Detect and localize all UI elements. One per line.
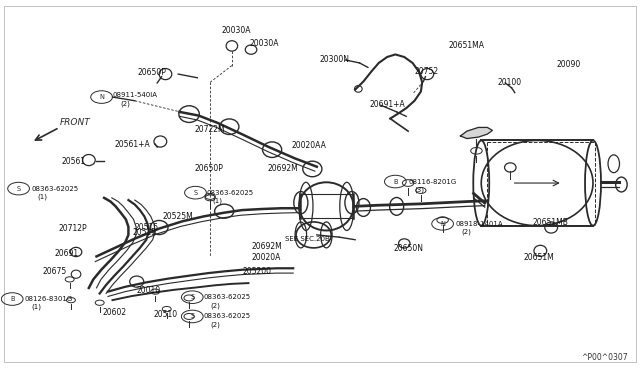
Text: ^P00^0307: ^P00^0307 (581, 353, 628, 362)
Text: (2): (2) (210, 302, 220, 309)
Text: 20752: 20752 (415, 67, 438, 76)
Text: (1): (1) (38, 194, 48, 201)
Text: 08363-62025: 08363-62025 (31, 186, 79, 192)
Text: 20650P: 20650P (194, 164, 223, 173)
Text: (1): (1) (31, 304, 42, 311)
Text: 20675: 20675 (42, 267, 67, 276)
Text: 20692M: 20692M (268, 164, 298, 173)
Text: B: B (393, 179, 397, 185)
Text: 20561+A: 20561+A (115, 140, 150, 149)
Text: S: S (17, 186, 20, 192)
Text: 08126-8301G: 08126-8301G (25, 296, 73, 302)
Text: 20010: 20010 (136, 286, 160, 295)
Text: 20100: 20100 (497, 78, 522, 87)
Text: (2): (2) (462, 229, 472, 235)
Text: B: B (10, 296, 15, 302)
Text: 20602: 20602 (103, 308, 127, 317)
Text: 20722M: 20722M (194, 125, 225, 134)
Text: (1): (1) (212, 198, 223, 204)
Text: 20691+A: 20691+A (370, 100, 406, 109)
Text: 20030A: 20030A (221, 26, 250, 35)
Text: S: S (193, 190, 198, 196)
Polygon shape (461, 128, 492, 138)
Text: (2): (2) (121, 100, 131, 107)
Text: 20651MA: 20651MA (449, 41, 485, 51)
Text: 20691: 20691 (55, 249, 79, 258)
Text: 20020A: 20020A (251, 253, 280, 262)
Text: 20650N: 20650N (394, 244, 424, 253)
Text: S: S (190, 294, 195, 300)
Text: 20300N: 20300N (320, 55, 350, 64)
Text: (3): (3) (415, 186, 424, 193)
Text: 205200: 205200 (242, 267, 271, 276)
Text: 20515: 20515 (133, 228, 157, 237)
Text: SEE SEC.20B: SEE SEC.20B (285, 235, 330, 242)
Text: 20712P: 20712P (58, 224, 87, 233)
Text: 08918-1401A: 08918-1401A (456, 221, 503, 227)
Text: 08116-8201G: 08116-8201G (408, 179, 456, 185)
Text: 08911-540IA: 08911-540IA (113, 92, 157, 98)
Text: FRONT: FRONT (60, 119, 90, 128)
Text: 08363-62025: 08363-62025 (204, 294, 251, 300)
Text: 20515: 20515 (135, 223, 159, 232)
Text: 20090: 20090 (556, 60, 580, 69)
Text: 20651M: 20651M (523, 253, 554, 262)
Text: 20525M: 20525M (163, 212, 193, 221)
Text: 08363-62025: 08363-62025 (204, 314, 251, 320)
Text: 20561: 20561 (61, 157, 86, 166)
Text: 08363-62025: 08363-62025 (206, 190, 253, 196)
Text: N: N (99, 94, 104, 100)
Text: N: N (440, 221, 445, 227)
Text: 20030A: 20030A (250, 39, 279, 48)
Text: S: S (190, 314, 195, 320)
Text: 20510: 20510 (154, 311, 178, 320)
Text: 20020AA: 20020AA (291, 141, 326, 151)
Text: 20651MB: 20651MB (532, 218, 568, 227)
Text: (2): (2) (210, 321, 220, 328)
Text: 20692M: 20692M (251, 241, 282, 250)
Text: 20650P: 20650P (138, 68, 167, 77)
